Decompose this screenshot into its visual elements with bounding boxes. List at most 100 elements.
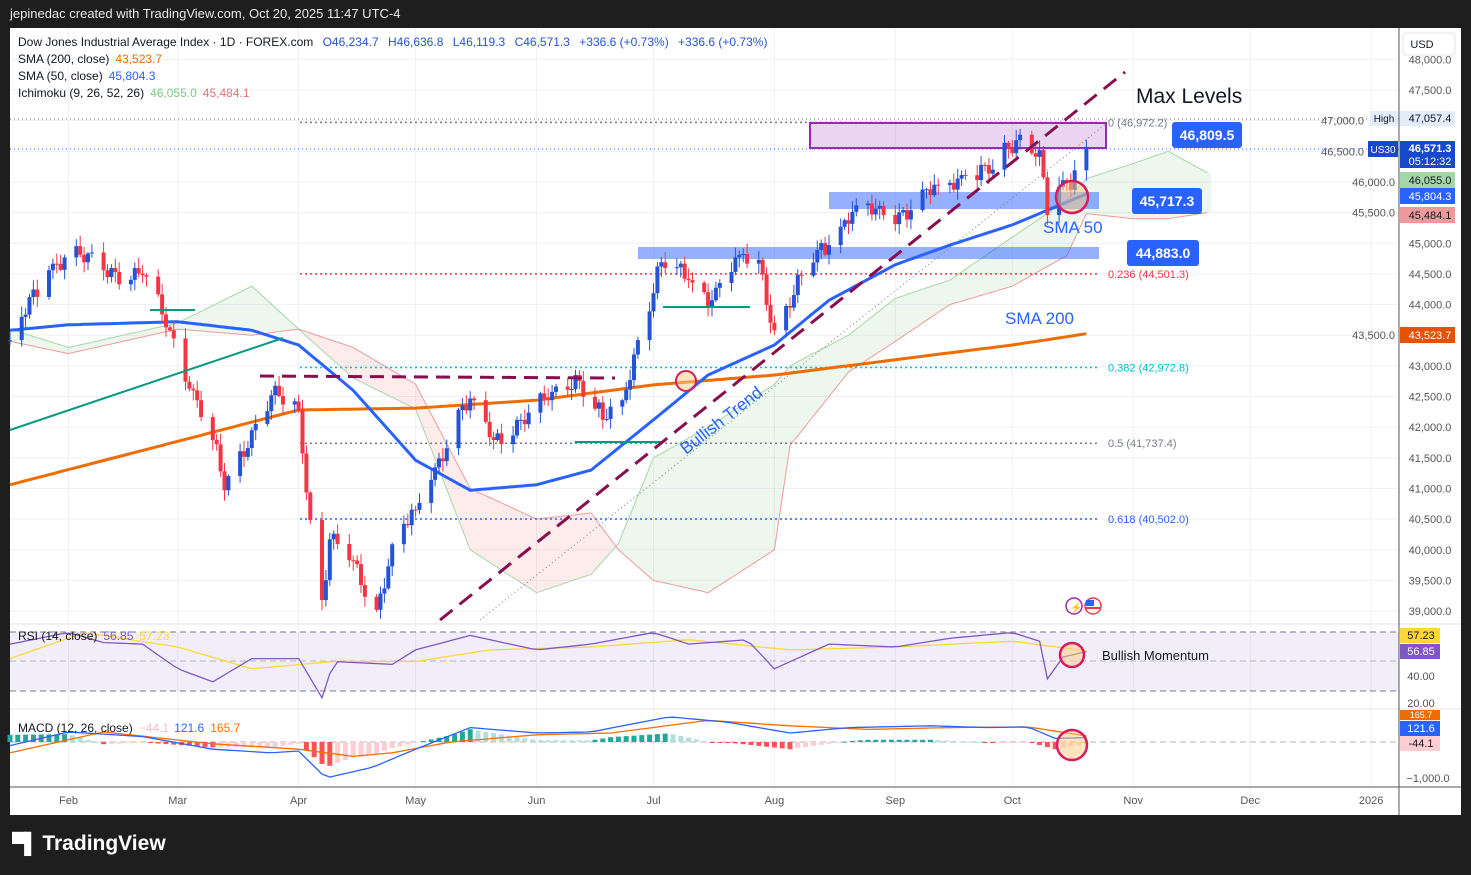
time-axis[interactable]: Feb Mar Apr May Jun Jul Aug Sep Oct Nov Dec 2026 — [59, 795, 1383, 807]
cloud-segment — [142, 329, 151, 337]
macd-highlight-circle[interactable] — [1055, 728, 1089, 762]
macd-histogram-bar — [506, 735, 512, 742]
max-levels-box[interactable] — [809, 122, 1107, 149]
candle-body — [347, 544, 352, 561]
cloud-segment — [790, 361, 798, 446]
cloud-segment — [977, 255, 985, 297]
candle-body — [905, 210, 909, 220]
highlight-circle-1[interactable] — [675, 370, 697, 392]
rsi-legend[interactable]: RSI (14, close) 56.85 57.23 — [18, 629, 170, 643]
macd-legend-label: MACD (12, 26, close) — [18, 721, 133, 735]
sma-50-line[interactable] — [9, 192, 1087, 492]
cloud-segment — [275, 307, 283, 333]
cloud-segment — [88, 341, 96, 350]
legend-low: L46,119.3 — [453, 35, 506, 49]
macd-histogram-bar — [381, 742, 387, 751]
candle-body — [351, 560, 356, 562]
macd-histogram-bar — [818, 742, 824, 745]
events-icons[interactable]: ⚡ — [1065, 597, 1102, 615]
candle-body — [433, 467, 438, 480]
cloud-segment — [509, 506, 517, 581]
macd-histogram-bar — [1037, 742, 1043, 746]
candle-body — [799, 274, 804, 276]
candle-body — [897, 212, 902, 225]
macd-histogram-bar — [584, 740, 590, 742]
candle-body — [635, 340, 640, 355]
candlesticks[interactable] — [8, 128, 1089, 619]
macd-histogram-bar — [514, 736, 520, 742]
high-tag-label: High — [1374, 114, 1395, 125]
candle-body — [581, 380, 586, 397]
macd-histogram-bar — [951, 740, 957, 742]
cloud-segment — [548, 516, 556, 589]
cloud-segment — [688, 433, 697, 591]
price-tick: 43,000.0 — [1409, 361, 1452, 373]
trend-line-teal[interactable] — [9, 337, 284, 431]
cloud-segment — [392, 370, 400, 402]
cloud-segment — [961, 266, 970, 302]
macd-histogram-bar — [522, 738, 528, 742]
resistance-dashed-line[interactable] — [259, 374, 616, 380]
candle-body — [565, 386, 570, 390]
legend-row-sma200[interactable]: SMA (200, close) 43,523.7 — [18, 52, 162, 66]
main-legend: Dow Jones Industrial Average Index · 1D … — [18, 35, 767, 735]
candle-body — [959, 175, 964, 179]
candle-body — [838, 226, 843, 246]
macd-histogram-bar — [717, 742, 723, 743]
cloud-segment — [80, 343, 88, 351]
support-zone-2[interactable] — [638, 247, 1099, 259]
time-label-aug: Aug — [765, 795, 785, 807]
candle-body — [924, 189, 929, 191]
candle-body — [554, 386, 558, 392]
rsi-highlight-circle[interactable] — [1058, 641, 1086, 669]
macd-tick: −1,000.0 — [1406, 773, 1449, 785]
candle-body — [249, 430, 254, 449]
macd-histogram-bar — [210, 742, 216, 748]
cloud-segment — [673, 442, 681, 587]
macd-histogram-bar — [335, 742, 341, 763]
rsi-tick-40: 40.00 — [1407, 671, 1435, 683]
candle-body — [1002, 142, 1007, 170]
tradingview-brand[interactable]: ▀▌ TradingView — [12, 832, 166, 856]
macd-histogram-bar — [530, 739, 536, 742]
candle-body — [893, 215, 898, 225]
price-axis[interactable]: 48,000.0 47,500.0 47,000.0 46,500.0 46,000.0… — [1321, 54, 1451, 618]
candle-body — [608, 406, 613, 419]
cloud-segment — [189, 313, 198, 331]
legend-row-sma50[interactable]: SMA (50, close) 45,804.3 — [18, 69, 156, 83]
macd-histogram-bar — [849, 740, 855, 742]
candle-body — [745, 253, 750, 264]
candle-body — [713, 287, 718, 301]
candle-body — [183, 338, 188, 382]
candle-body — [136, 268, 141, 274]
macd-histogram-bar — [132, 742, 138, 743]
cloud-segment — [758, 389, 767, 560]
macd-histogram-bar — [623, 736, 629, 742]
legend-high: H46,636.8 — [388, 35, 444, 49]
macd-histogram-bar — [693, 739, 699, 742]
candle-body — [823, 243, 828, 255]
sma50-legend-label: SMA (50, close) — [18, 69, 103, 83]
macd-histogram-bar — [194, 742, 200, 747]
legend-row-ichimoku[interactable]: Ichimoku (9, 26, 52, 26) 46,055.0 45,484.1 — [18, 86, 250, 100]
macd-histogram-bar — [452, 734, 458, 742]
zone-1-badge — [1132, 188, 1202, 214]
lightning-event-icon[interactable] — [1065, 597, 1083, 615]
cloud-segment — [860, 319, 868, 365]
candle-body — [304, 453, 309, 493]
macd-legend[interactable]: MACD (12, 26, close) −44.1 121.6 165.7 — [18, 721, 241, 735]
bullish-trend-line[interactable] — [439, 70, 1126, 622]
cloud-segment — [407, 379, 416, 409]
macd-histogram-bar — [631, 735, 637, 742]
sma50-legend-value: 45,804.3 — [109, 69, 156, 83]
candle-body — [437, 458, 441, 468]
sma200-legend-label: SMA (200, close) — [18, 52, 109, 66]
candle-body — [542, 393, 547, 399]
highlight-circle-2[interactable] — [1054, 179, 1090, 215]
currency-button[interactable] — [1402, 32, 1456, 56]
candle-body — [460, 405, 465, 410]
support-zone-1[interactable] — [829, 192, 1099, 209]
cloud-segment — [329, 339, 338, 365]
price-tick: 48,000.0 — [1409, 54, 1452, 66]
